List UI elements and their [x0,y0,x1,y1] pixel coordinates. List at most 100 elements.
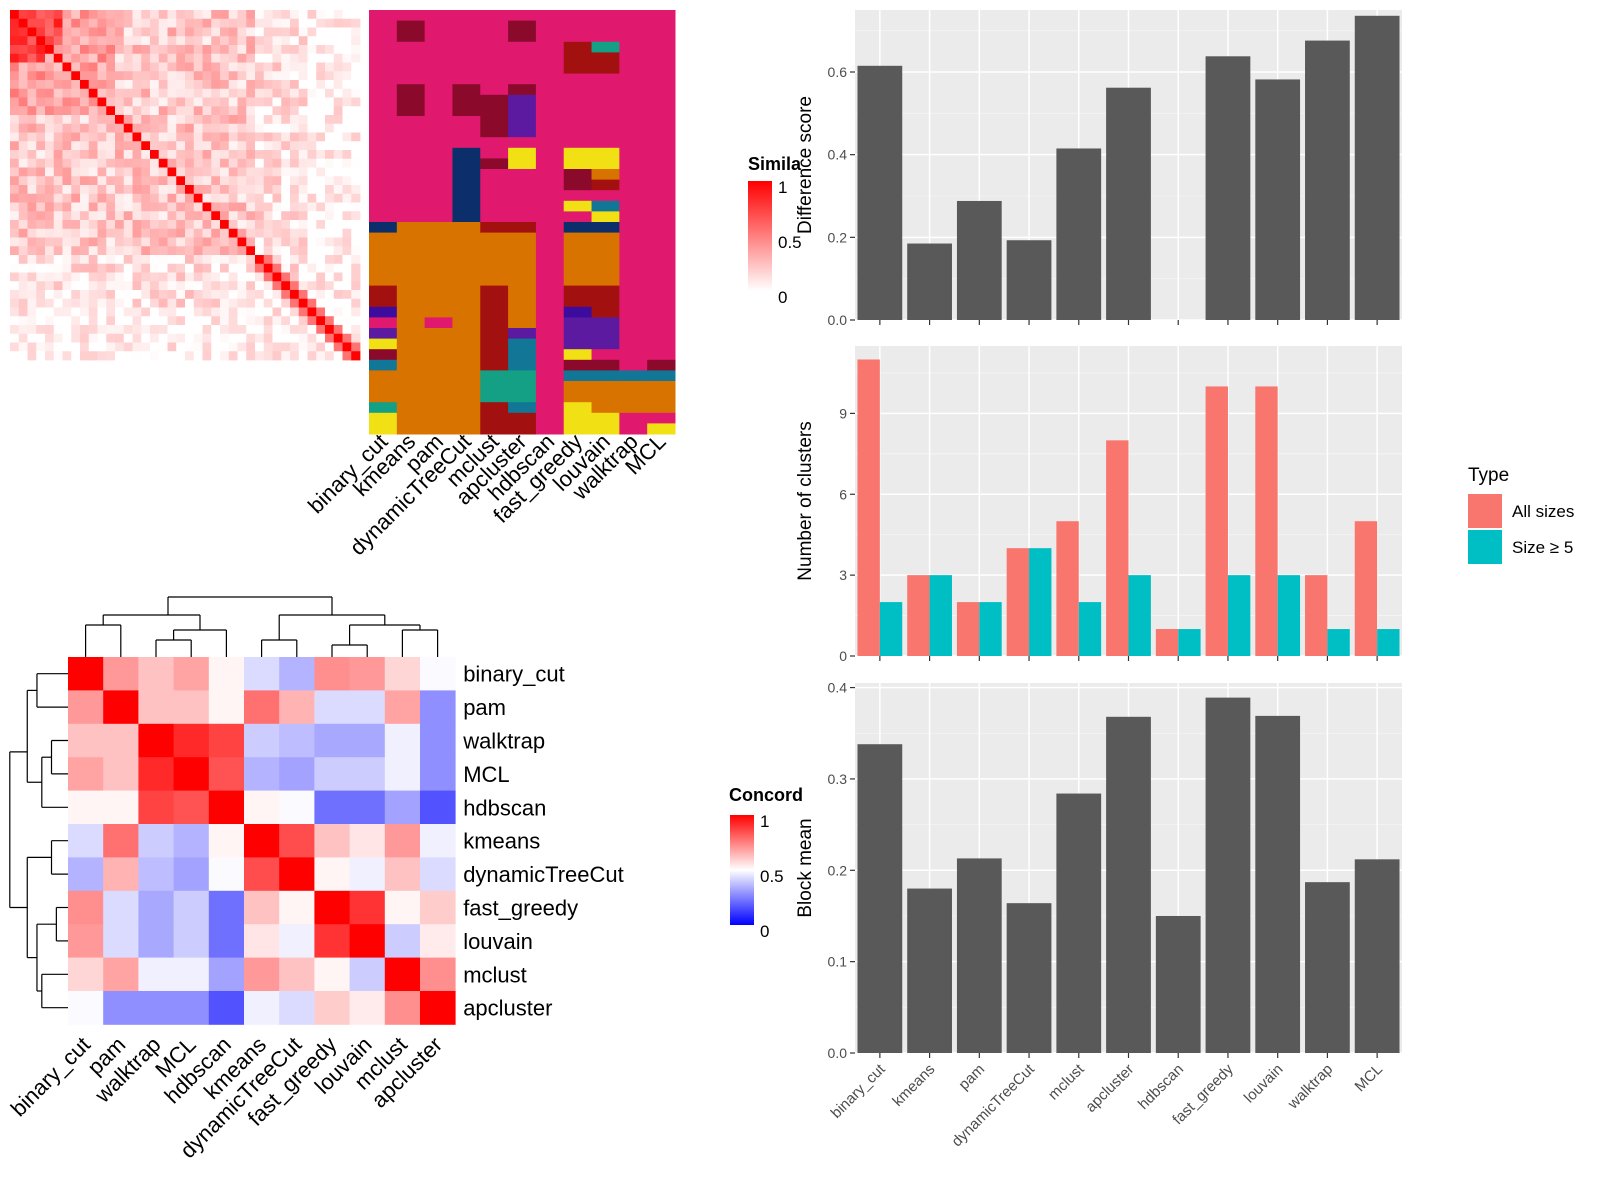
similarity-cell [106,62,116,72]
similarity-cell [62,193,72,203]
cluster-assignment-cell [647,10,676,361]
concordance-cell [208,857,245,892]
similarity-cell [298,307,308,317]
similarity-cell [316,150,326,160]
similarity-cell [71,290,81,300]
similarity-cell [132,45,142,55]
similarity-cell [53,158,63,168]
similarity-cell [193,141,203,151]
similarity-cell [220,211,230,221]
cluster-assignment-cell [647,412,676,424]
similarity-cell [211,158,221,168]
similarity-cell [132,237,142,247]
similarity-cell [290,193,300,203]
similarity-cell [255,263,265,273]
similarity-cell [97,325,107,335]
similarity-cell [246,316,256,326]
similarity-cell [316,220,326,230]
similarity-cell [220,316,230,326]
similarity-cell [281,45,291,55]
similarity-cell [281,342,291,352]
similarity-cell [176,193,186,203]
similarity-cell [211,106,221,116]
concordance-cell [384,890,421,925]
similarity-cell [333,185,343,195]
similarity-cell [316,36,326,46]
similarity-cell [18,202,28,212]
similarity-cell [202,150,212,160]
similarity-cell [158,176,168,186]
similarity-cell [325,97,335,107]
similarity-cell [202,185,212,195]
similarity-cell [62,88,72,98]
concordance-cell [420,723,456,758]
similarity-cell [36,281,46,291]
similarity-cell [53,36,63,46]
similarity-cell [220,193,230,203]
similarity-cell [298,263,308,273]
similarity-cell [185,211,195,221]
similarity-cell [333,228,343,238]
cluster-assignment-cell [563,10,593,43]
similarity-cell [211,45,221,55]
similarity-cell [27,325,37,335]
similarity-cell [80,176,90,186]
similarity-cell [36,45,46,55]
similarity-cell [220,167,230,177]
concordance-cell [244,690,280,725]
similarity-cell [123,106,133,116]
similarity-cell [220,80,230,90]
similarity-cell [71,158,81,168]
similarity-cell [325,185,335,195]
similarity-cell [18,141,28,151]
similarity-cell [325,325,335,335]
similarity-cell [123,246,133,256]
concordance-cell [208,924,245,958]
similarity-cell [263,88,273,98]
similarity-cell [228,185,238,195]
similarity-cell [298,316,308,326]
similarity-cell [281,307,291,317]
cluster-assignment-cell [591,169,620,181]
similarity-cell [185,220,195,230]
cluster-assignment-cell [396,10,426,22]
similarity-cell [255,325,265,335]
similarity-cell [158,202,168,212]
similarity-cell [167,316,177,326]
similarity-cell [193,27,203,37]
cluster-assignment-cell [591,179,620,191]
similarity-cell [80,115,90,125]
similarity-cell [263,106,273,116]
similarity-cell [27,62,37,72]
similarity-cell [88,62,98,72]
similarity-cell [237,202,247,212]
similarity-cell [220,176,230,186]
similarity-cell [45,255,55,265]
similarity-cell [176,132,186,142]
similarity-cell [10,298,20,308]
similarity-cell [36,71,46,81]
similarity-cell [202,88,212,98]
similarity-cell [132,115,142,125]
similarity-cell [290,272,300,282]
similarity-cell [62,167,72,177]
y-axis-title: Block mean [795,818,816,917]
similarity-cell [115,97,125,107]
similarity-cell [255,342,265,352]
similarity-cell [263,185,273,195]
similarity-cell [88,80,98,90]
cluster-assignment-cell [563,222,593,234]
similarity-cell [325,106,335,116]
similarity-cell [220,298,230,308]
cluster-assignment-cell [591,41,620,53]
similarity-cell [36,97,46,107]
similarity-cell [333,88,343,98]
cluster-assignment-cell [563,232,593,287]
similarity-cell [18,298,28,308]
similarity-cell [27,27,37,37]
similarity-cell [307,158,317,168]
similarity-cell [202,220,212,230]
similarity-cell [246,263,256,273]
similarity-cell [342,62,352,72]
concordance-cell [103,657,139,691]
